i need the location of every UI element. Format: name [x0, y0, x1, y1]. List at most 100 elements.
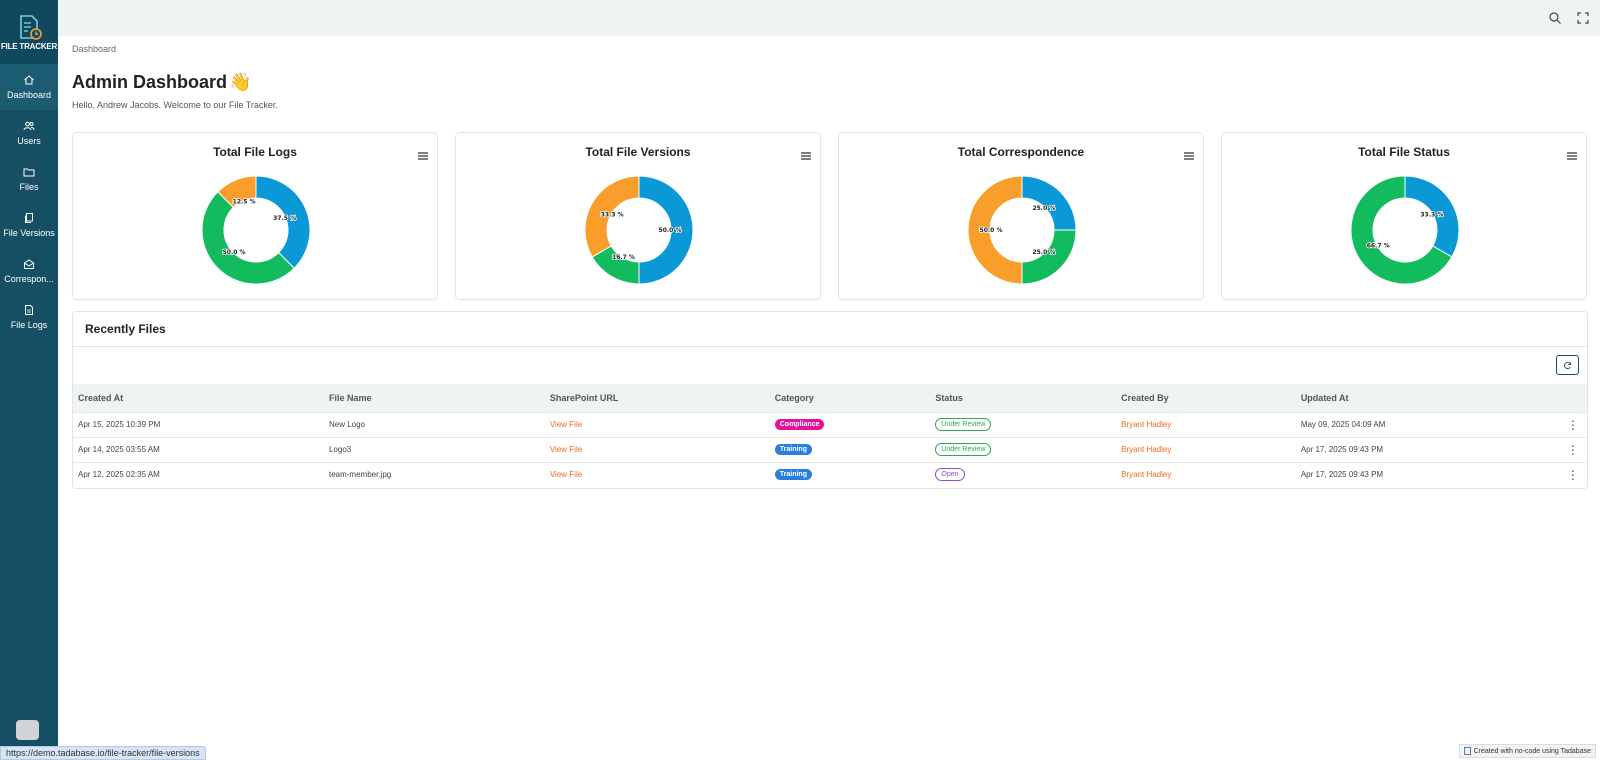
chart-card-file-versions: Total File Versions 50.0 % 16.7 % 33.3 %: [455, 132, 821, 300]
slice-data-label: 50.0 %: [659, 227, 682, 234]
column-header[interactable]: SharePoint URL: [549, 392, 619, 403]
chart-title: Total File Versions: [585, 145, 691, 159]
refresh-button[interactable]: [1556, 355, 1579, 375]
mail-icon: [24, 259, 34, 269]
slice-data-label: 50.0 %: [980, 227, 1003, 234]
menu-icon[interactable]: [800, 151, 812, 161]
menu-icon[interactable]: [417, 151, 429, 161]
column-header[interactable]: Created At: [78, 392, 124, 403]
view-file-link[interactable]: View File: [549, 445, 583, 454]
status-badge: Under Review: [935, 443, 992, 456]
fullscreen-icon[interactable]: [1576, 11, 1590, 25]
view-file-link[interactable]: View File: [549, 470, 583, 480]
main-content: Dashboard Admin Dashboard 👋 Hello, Andre…: [72, 36, 1588, 489]
row-actions-icon[interactable]: ⋮: [1558, 411, 1587, 437]
copy-icon: [25, 213, 33, 223]
donut-chart-file-status: 33.3 % 66.7 %: [1350, 175, 1460, 285]
category-badge: Compliance: [774, 419, 825, 430]
sidebar-item-dashboard[interactable]: Dashboard: [0, 64, 58, 110]
donut-slice[interactable]: [1021, 229, 1077, 285]
status-badge: Under Review: [935, 418, 992, 431]
file-icon: [25, 305, 33, 315]
sidebar-item-file-versions[interactable]: File Versions: [0, 202, 58, 248]
recent-files-panel: Recently Files Created At File Name Shar…: [72, 311, 1588, 489]
sidebar-item-files[interactable]: Files: [0, 156, 58, 202]
page-title-row: Admin Dashboard 👋: [72, 72, 1588, 93]
status-badge: Open: [935, 468, 965, 482]
chart-title: Total File Logs: [213, 145, 297, 159]
donut-slice[interactable]: [1021, 175, 1077, 231]
slice-data-label: 33.3 %: [601, 211, 624, 218]
chart-card-correspondence: Total Correspondence 25.0 % 25.0 % 50.0 %: [838, 132, 1204, 300]
search-icon[interactable]: [1548, 11, 1562, 25]
sidebar-item-label: Correspon...: [4, 274, 54, 284]
slice-data-label: 16.7 %: [612, 254, 635, 261]
column-header[interactable]: Category: [774, 392, 814, 403]
browser-status-url: https://demo.tadabase.io/file-tracker/fi…: [0, 746, 206, 760]
donut-slice[interactable]: [967, 175, 1023, 285]
app-logo[interactable]: FILE TRACKER: [0, 0, 58, 64]
column-header[interactable]: Updated At: [1300, 392, 1349, 403]
column-header-actions: [1559, 384, 1587, 412]
menu-icon[interactable]: [1183, 151, 1195, 161]
table-row: Apr 15, 2025 10:39 PM New Logo View File…: [73, 411, 1587, 437]
sidebar: FILE TRACKER Dashboard Users Files File …: [0, 0, 58, 760]
category-badge: Training: [774, 444, 812, 455]
sidebar-item-label: File Versions: [3, 228, 55, 238]
chart-title: Total File Status: [1358, 145, 1450, 159]
cell-created-at: Apr 12, 2025 02:35 AM: [73, 461, 324, 487]
slice-data-label: 50.0 %: [223, 249, 246, 256]
donut-slice[interactable]: [201, 191, 295, 285]
created-by-link[interactable]: Bryant Hadley: [1121, 420, 1172, 429]
cell-file-name: Logo3: [323, 436, 545, 462]
donut-slice[interactable]: [638, 175, 694, 285]
cell-created-at: Apr 15, 2025 10:39 PM: [73, 411, 324, 437]
row-actions-icon[interactable]: ⋮: [1558, 461, 1587, 487]
category-badge: Training: [774, 469, 812, 481]
chart-cards: Total File Logs 37.5 % 50.0 % 12.5 % Total…: [72, 132, 1588, 300]
created-by-link[interactable]: Bryant Hadley: [1121, 470, 1172, 480]
table-row: Apr 12, 2025 02:35 AM team-member.jpg Vi…: [73, 461, 1587, 487]
folder-icon: [23, 168, 35, 177]
chart-card-file-status: Total File Status 33.3 % 66.7 %: [1221, 132, 1587, 300]
sidebar-item-label: Users: [17, 136, 41, 146]
home-icon: [24, 75, 34, 85]
cell-file-name: team-member.jpg: [323, 461, 545, 487]
users-icon: [23, 121, 35, 131]
page-title: Admin Dashboard: [72, 72, 228, 92]
chart-card-file-logs: Total File Logs 37.5 % 50.0 % 12.5 %: [72, 132, 438, 300]
donut-slice[interactable]: [1350, 175, 1453, 285]
column-header[interactable]: File Name: [328, 392, 372, 403]
sidebar-item-correspondence[interactable]: Correspon...: [0, 248, 58, 294]
table-row: Apr 14, 2025 03:55 AM Logo3 View File Tr…: [73, 436, 1587, 462]
cell-updated-at: Apr 17, 2025 09:43 PM: [1295, 461, 1559, 487]
breadcrumb[interactable]: Dashboard: [72, 44, 117, 54]
sidebar-item-users[interactable]: Users: [0, 110, 58, 156]
sidebar-item-label: Files: [19, 182, 39, 192]
donut-slice[interactable]: [217, 175, 257, 209]
file-tracker-logo-icon: [20, 14, 42, 40]
tadabase-badge[interactable]: Created with no-code using Tadabase: [1458, 744, 1596, 758]
user-avatar[interactable]: [16, 720, 39, 740]
cell-updated-at: May 09, 2025 04:09 AM: [1295, 411, 1559, 437]
row-actions-icon[interactable]: ⋮: [1558, 436, 1587, 462]
slice-data-label: 33.3 %: [1420, 211, 1443, 218]
menu-icon[interactable]: [1566, 151, 1578, 161]
created-by-link[interactable]: Bryant Hadley: [1121, 445, 1172, 454]
donut-chart-file-versions: 50.0 % 16.7 % 33.3 %: [584, 175, 694, 285]
column-header[interactable]: Status: [935, 392, 963, 403]
donut-slice[interactable]: [584, 175, 640, 258]
column-header[interactable]: Created By: [1121, 392, 1169, 403]
tadabase-icon: [1463, 747, 1471, 755]
slice-data-label: 25.0 %: [1032, 205, 1055, 212]
cell-file-name: New Logo: [323, 411, 545, 437]
table-toolbar: [73, 347, 1587, 384]
cell-created-at: Apr 14, 2025 03:55 AM: [73, 436, 324, 462]
waving-hand-icon: 👋: [229, 72, 252, 92]
sidebar-item-file-logs[interactable]: File Logs: [0, 294, 58, 340]
view-file-link[interactable]: View File: [549, 420, 583, 429]
logo-text: FILE TRACKER: [0, 41, 58, 51]
slice-data-label: 12.5 %: [233, 198, 256, 205]
donut-slice[interactable]: [255, 175, 311, 269]
slice-data-label: 66.7 %: [1367, 243, 1390, 250]
